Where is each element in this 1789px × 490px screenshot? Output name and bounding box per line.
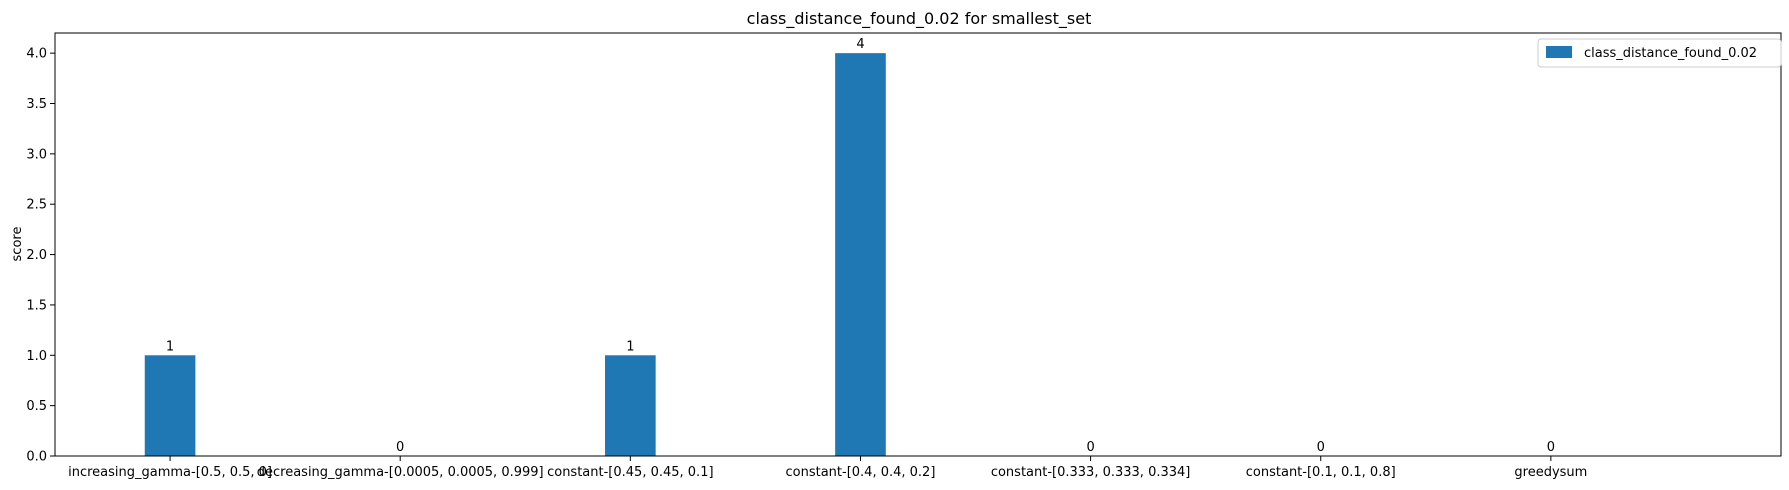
- y-tick-label: 3.0: [26, 147, 47, 162]
- bar-value-label: 4: [856, 37, 864, 52]
- bar: [605, 355, 656, 456]
- y-tick-label: 1.0: [26, 349, 47, 364]
- bar-value-label: 0: [1547, 440, 1555, 455]
- x-tick-label: decreasing_gamma-[0.0005, 0.0005, 0.999]: [257, 465, 544, 480]
- chart-title: class_distance_found_0.02 for smallest_s…: [747, 9, 1092, 29]
- bar-value-label: 0: [1086, 440, 1094, 455]
- y-axis-ticks: 0.0 0.5 1.0 1.5 2.0 2.5 3.0 3.5 4.0: [26, 47, 55, 465]
- plot-border: [54, 32, 1782, 457]
- x-tick-label: increasing_gamma-[0.5, 0.5, 0]: [68, 465, 272, 480]
- x-tick-label: greedysum: [1514, 465, 1587, 480]
- x-tick-label: constant-[0.1, 0.1, 0.8]: [1246, 465, 1396, 480]
- y-axis-label: score: [10, 227, 25, 262]
- y-tick-label: 1.5: [26, 298, 47, 313]
- legend-frame: [1537, 38, 1782, 68]
- y-tick-label: 0.0: [26, 450, 47, 465]
- bar-value-label: 1: [166, 339, 174, 354]
- y-tick-label: 0.5: [26, 399, 47, 414]
- legend-swatch: [1546, 46, 1572, 58]
- x-tick-label: constant-[0.45, 0.45, 0.1]: [547, 465, 713, 480]
- bar: [835, 53, 886, 457]
- x-tick-label: constant-[0.333, 0.333, 0.334]: [991, 465, 1191, 480]
- bar-value-label: 0: [396, 440, 404, 455]
- plot-frame: [54, 32, 1782, 457]
- y-tick-label: 2.0: [26, 248, 47, 263]
- bars-group: [144, 53, 886, 457]
- bar-value-label: 0: [1317, 440, 1325, 455]
- x-tick-label: constant-[0.4, 0.4, 0.2]: [786, 465, 936, 480]
- y-tick-label: 2.5: [26, 198, 47, 213]
- bar-labels-group: 1 0 1 4 0 0 0: [166, 37, 1555, 455]
- bar-value-label: 1: [626, 339, 634, 354]
- y-tick-label: 4.0: [26, 47, 47, 62]
- y-tick-label: 3.5: [26, 97, 47, 112]
- legend: class_distance_found_0.02: [1537, 38, 1782, 68]
- x-axis-ticks: increasing_gamma-[0.5, 0.5, 0]decreasing…: [68, 456, 1587, 480]
- bar: [144, 355, 196, 456]
- legend-entry-label: class_distance_found_0.02: [1584, 46, 1757, 61]
